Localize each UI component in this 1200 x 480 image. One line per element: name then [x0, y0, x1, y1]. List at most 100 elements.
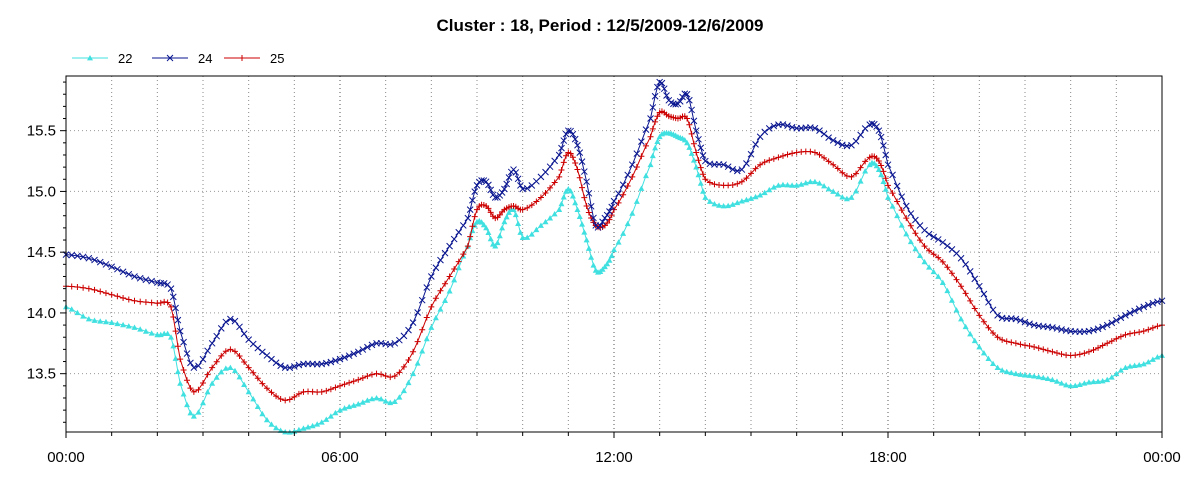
- data-point: [688, 106, 695, 114]
- data-point: [599, 218, 606, 226]
- data-point: [378, 371, 385, 378]
- data-point: [834, 165, 841, 172]
- data-point: [350, 402, 357, 408]
- data-point: [926, 264, 933, 270]
- data-point: [830, 188, 837, 194]
- data-point: [615, 239, 622, 245]
- x-tick-label: 00:00: [1143, 449, 1181, 466]
- data-point: [437, 287, 444, 294]
- data-point: [442, 280, 449, 287]
- data-point: [437, 306, 444, 312]
- data-point: [259, 410, 266, 417]
- legend-label: 24: [198, 51, 212, 66]
- grid: [66, 76, 1162, 432]
- data-point: [784, 151, 791, 158]
- data-point: [222, 365, 229, 371]
- data-point: [967, 297, 974, 304]
- data-point: [857, 178, 864, 184]
- data-point: [537, 194, 544, 201]
- data-point: [576, 149, 584, 157]
- data-point: [775, 182, 782, 188]
- data-point: [1040, 346, 1047, 353]
- data-point: [523, 185, 531, 192]
- data-point: [684, 139, 691, 146]
- data-point: [450, 235, 458, 243]
- data-point: [455, 228, 463, 236]
- data-point: [136, 274, 144, 282]
- data-point: [695, 171, 702, 178]
- data-point: [560, 159, 567, 166]
- data-point: [958, 283, 965, 290]
- data-point: [318, 388, 325, 395]
- data-point: [164, 299, 171, 306]
- data-point: [579, 221, 586, 227]
- data-point: [789, 150, 796, 157]
- data-point: [676, 98, 684, 105]
- data-point: [414, 338, 421, 345]
- data-point: [560, 194, 567, 200]
- data-point: [578, 158, 586, 166]
- data-point: [829, 137, 837, 144]
- data-point: [180, 391, 187, 397]
- data-point: [483, 224, 490, 231]
- data-point: [254, 375, 261, 382]
- data-point: [779, 152, 786, 159]
- data-point: [1154, 323, 1161, 330]
- data-point: [975, 282, 983, 290]
- data-point: [651, 92, 659, 100]
- data-point: [337, 382, 343, 389]
- data-point: [74, 252, 81, 260]
- data-point: [930, 251, 937, 258]
- data-point: [368, 371, 375, 378]
- data-point: [608, 203, 616, 211]
- data-point: [172, 355, 179, 361]
- data-point: [1117, 367, 1124, 373]
- data-point: [585, 189, 593, 197]
- data-point: [574, 166, 581, 173]
- x-tick-label: 06:00: [321, 449, 359, 466]
- data-point: [590, 214, 597, 222]
- data-point: [485, 181, 492, 189]
- data-point: [442, 297, 449, 303]
- data-point: [748, 195, 754, 201]
- data-point: [558, 167, 565, 174]
- data-point: [323, 387, 330, 394]
- data-point: [551, 211, 558, 217]
- data-point: [654, 138, 661, 144]
- data-point: [878, 162, 885, 169]
- data-point: [925, 230, 933, 238]
- data-point: [177, 380, 184, 386]
- data-point: [576, 174, 583, 181]
- data-point: [807, 178, 814, 185]
- x-tick-label: 12:00: [595, 449, 633, 466]
- data-point: [345, 352, 353, 360]
- data-point: [498, 189, 506, 196]
- data-point: [921, 243, 928, 250]
- data-point: [1076, 351, 1083, 358]
- data-point: [990, 360, 997, 367]
- data-point: [80, 284, 87, 291]
- data-point: [268, 389, 275, 396]
- data-point: [734, 199, 741, 206]
- data-point: [396, 369, 403, 376]
- data-point: [259, 348, 266, 356]
- data-point: [177, 356, 184, 363]
- data-point: [585, 245, 592, 251]
- data-point: [953, 307, 960, 313]
- data-point: [195, 409, 202, 415]
- data-point: [583, 203, 590, 210]
- data-point: [681, 136, 688, 143]
- data-point: [125, 296, 132, 303]
- data-point: [164, 330, 171, 337]
- data-point: [686, 144, 693, 150]
- data-point: [885, 194, 891, 200]
- data-point: [994, 364, 1001, 371]
- data-point: [1035, 373, 1042, 380]
- data-point: [170, 343, 177, 349]
- data-point: [428, 324, 435, 330]
- data-point: [74, 284, 81, 291]
- y-tick-label: 14.5: [27, 244, 56, 261]
- data-point: [1094, 325, 1102, 333]
- data-point: [957, 254, 965, 262]
- data-point: [180, 367, 187, 374]
